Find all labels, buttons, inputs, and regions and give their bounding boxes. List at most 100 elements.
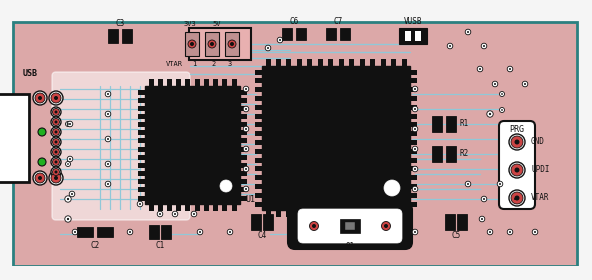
Bar <box>205 32 219 56</box>
Circle shape <box>159 111 166 118</box>
Circle shape <box>532 229 538 235</box>
Circle shape <box>514 167 520 172</box>
Circle shape <box>191 111 198 118</box>
Bar <box>138 138 145 143</box>
Circle shape <box>245 168 247 170</box>
Circle shape <box>492 81 498 87</box>
Bar <box>225 32 239 56</box>
Bar <box>138 179 145 184</box>
Circle shape <box>107 183 109 185</box>
Bar <box>282 28 292 40</box>
Circle shape <box>191 127 198 134</box>
Bar <box>410 202 417 207</box>
Circle shape <box>509 231 511 233</box>
Bar <box>370 210 375 217</box>
Bar <box>240 138 247 143</box>
FancyBboxPatch shape <box>52 72 190 220</box>
Circle shape <box>227 229 233 235</box>
Bar <box>138 130 145 135</box>
Text: VTAR: VTAR <box>166 61 182 67</box>
Bar <box>339 210 344 217</box>
Bar <box>108 29 118 43</box>
Bar <box>240 90 247 95</box>
Bar <box>149 225 159 239</box>
Bar <box>307 59 313 66</box>
Circle shape <box>54 160 57 164</box>
Circle shape <box>74 231 76 233</box>
Bar <box>265 59 271 66</box>
Circle shape <box>51 117 61 127</box>
Circle shape <box>245 188 247 190</box>
Circle shape <box>67 163 69 165</box>
Circle shape <box>161 130 164 132</box>
Circle shape <box>514 198 516 200</box>
Bar <box>297 59 302 66</box>
Bar <box>326 28 336 40</box>
Text: U2: U2 <box>380 69 390 78</box>
Circle shape <box>105 136 111 142</box>
Bar <box>410 78 417 83</box>
Circle shape <box>477 66 483 72</box>
Bar <box>97 227 113 237</box>
Circle shape <box>447 43 453 49</box>
Text: Q1: Q1 <box>345 241 355 251</box>
Circle shape <box>243 106 249 112</box>
Bar <box>349 210 354 217</box>
Circle shape <box>137 201 143 207</box>
Bar <box>339 59 344 66</box>
Bar <box>185 204 191 211</box>
Bar <box>255 131 262 136</box>
Bar <box>240 98 247 103</box>
Bar <box>432 146 442 162</box>
Bar <box>446 116 456 132</box>
Circle shape <box>157 211 163 217</box>
Circle shape <box>175 127 182 134</box>
Circle shape <box>412 166 418 172</box>
Bar <box>391 210 396 217</box>
Text: C7: C7 <box>333 17 343 27</box>
Circle shape <box>177 146 180 148</box>
Circle shape <box>489 231 491 233</box>
Circle shape <box>414 188 416 190</box>
Circle shape <box>210 42 214 46</box>
Circle shape <box>53 129 60 136</box>
Circle shape <box>67 121 73 127</box>
Circle shape <box>51 157 61 167</box>
Bar <box>410 175 417 180</box>
Circle shape <box>487 111 493 117</box>
Circle shape <box>65 196 71 202</box>
Circle shape <box>243 126 249 132</box>
Circle shape <box>501 109 503 111</box>
Bar <box>415 31 421 41</box>
Bar <box>255 175 262 180</box>
Circle shape <box>161 114 164 116</box>
Circle shape <box>51 137 61 147</box>
Text: C6: C6 <box>289 17 298 27</box>
Circle shape <box>220 180 232 192</box>
Bar <box>255 105 262 110</box>
Bar <box>77 227 93 237</box>
Circle shape <box>412 126 418 132</box>
Circle shape <box>53 158 60 165</box>
Circle shape <box>53 118 60 125</box>
Bar <box>399 28 427 44</box>
Bar <box>410 69 417 74</box>
Circle shape <box>497 181 503 187</box>
Circle shape <box>197 229 203 235</box>
Circle shape <box>67 123 69 125</box>
Bar <box>185 32 199 56</box>
Circle shape <box>72 229 78 235</box>
Bar <box>287 59 291 66</box>
Bar <box>296 28 306 40</box>
Bar <box>222 79 227 86</box>
Circle shape <box>159 127 166 134</box>
Circle shape <box>38 96 42 100</box>
Bar <box>167 204 172 211</box>
Circle shape <box>414 168 416 170</box>
FancyBboxPatch shape <box>288 203 412 249</box>
Text: C5: C5 <box>451 232 461 241</box>
Bar <box>161 225 171 239</box>
Bar <box>176 204 181 211</box>
Text: U1: U1 <box>245 195 255 204</box>
Circle shape <box>51 147 61 157</box>
